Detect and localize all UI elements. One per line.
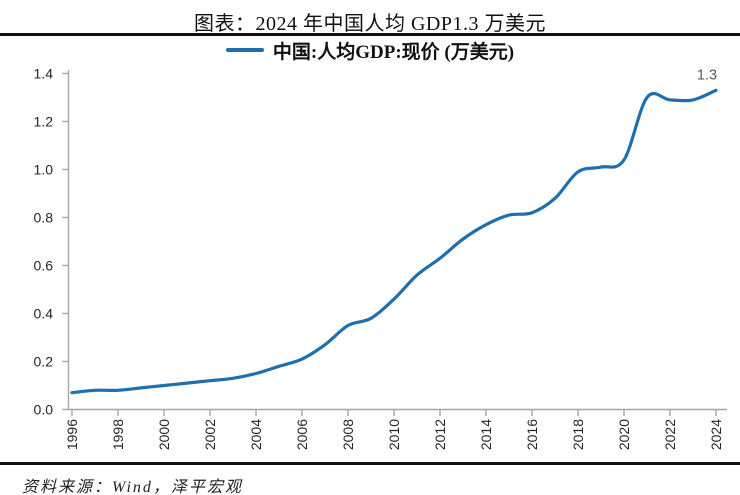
top-divider: [0, 33, 740, 36]
y-tick-label: 1.0: [34, 162, 54, 178]
y-tick-label: 0.0: [34, 402, 54, 418]
x-tick-label: 2010: [386, 419, 402, 450]
x-tick-label: 2022: [662, 419, 678, 450]
x-tick-label: 2012: [432, 419, 448, 450]
series-end-label: 1.3: [697, 67, 717, 83]
x-tick-label: 1998: [110, 419, 126, 450]
y-tick-label: 1.2: [34, 114, 54, 130]
gdp-series-line: [70, 88, 718, 395]
x-tick-label: 2002: [202, 419, 218, 450]
chart-title: 图表：2024 年中国人均 GDP1.3 万美元: [193, 13, 546, 35]
bottom-divider: [0, 462, 740, 465]
legend-label: 中国:人均GDP:现价 (万美元): [272, 41, 515, 63]
x-tick-label: 2016: [524, 419, 540, 450]
x-tick-label: 2024: [708, 419, 724, 450]
y-tick-label: 0.4: [34, 306, 54, 322]
legend-line-swatch: [225, 48, 264, 52]
plot-svg: 0.0 0.2 0.4 0.6 0.8 1.0 1.2 1.4 1996 1998 2000 2002…: [34, 66, 727, 450]
chart-area: 0.0 0.2 0.4 0.6 0.8 1.0 1.2 1.4 1996 1998 2000 2002…: [0, 62, 740, 462]
y-tick-label: 0.2: [34, 354, 54, 370]
source-note: 资料来源：Wind，泽平宏观: [22, 479, 243, 495]
x-tick-label: 2008: [340, 419, 356, 450]
x-tick-label: 1996: [64, 419, 80, 450]
x-tick-label: 2014: [478, 419, 494, 450]
y-tick-label: 0.6: [34, 258, 54, 274]
x-tick-label: 2004: [248, 419, 264, 450]
legend: 中国:人均GDP:现价 (万美元): [0, 38, 740, 63]
y-tick-label: 1.4: [34, 66, 54, 82]
x-tick-label: 2006: [294, 419, 310, 450]
y-tick-label: 0.8: [34, 210, 54, 226]
x-tick-label: 2000: [156, 419, 172, 450]
x-tick-label: 2018: [570, 419, 586, 450]
x-tick-label: 2020: [616, 419, 632, 450]
